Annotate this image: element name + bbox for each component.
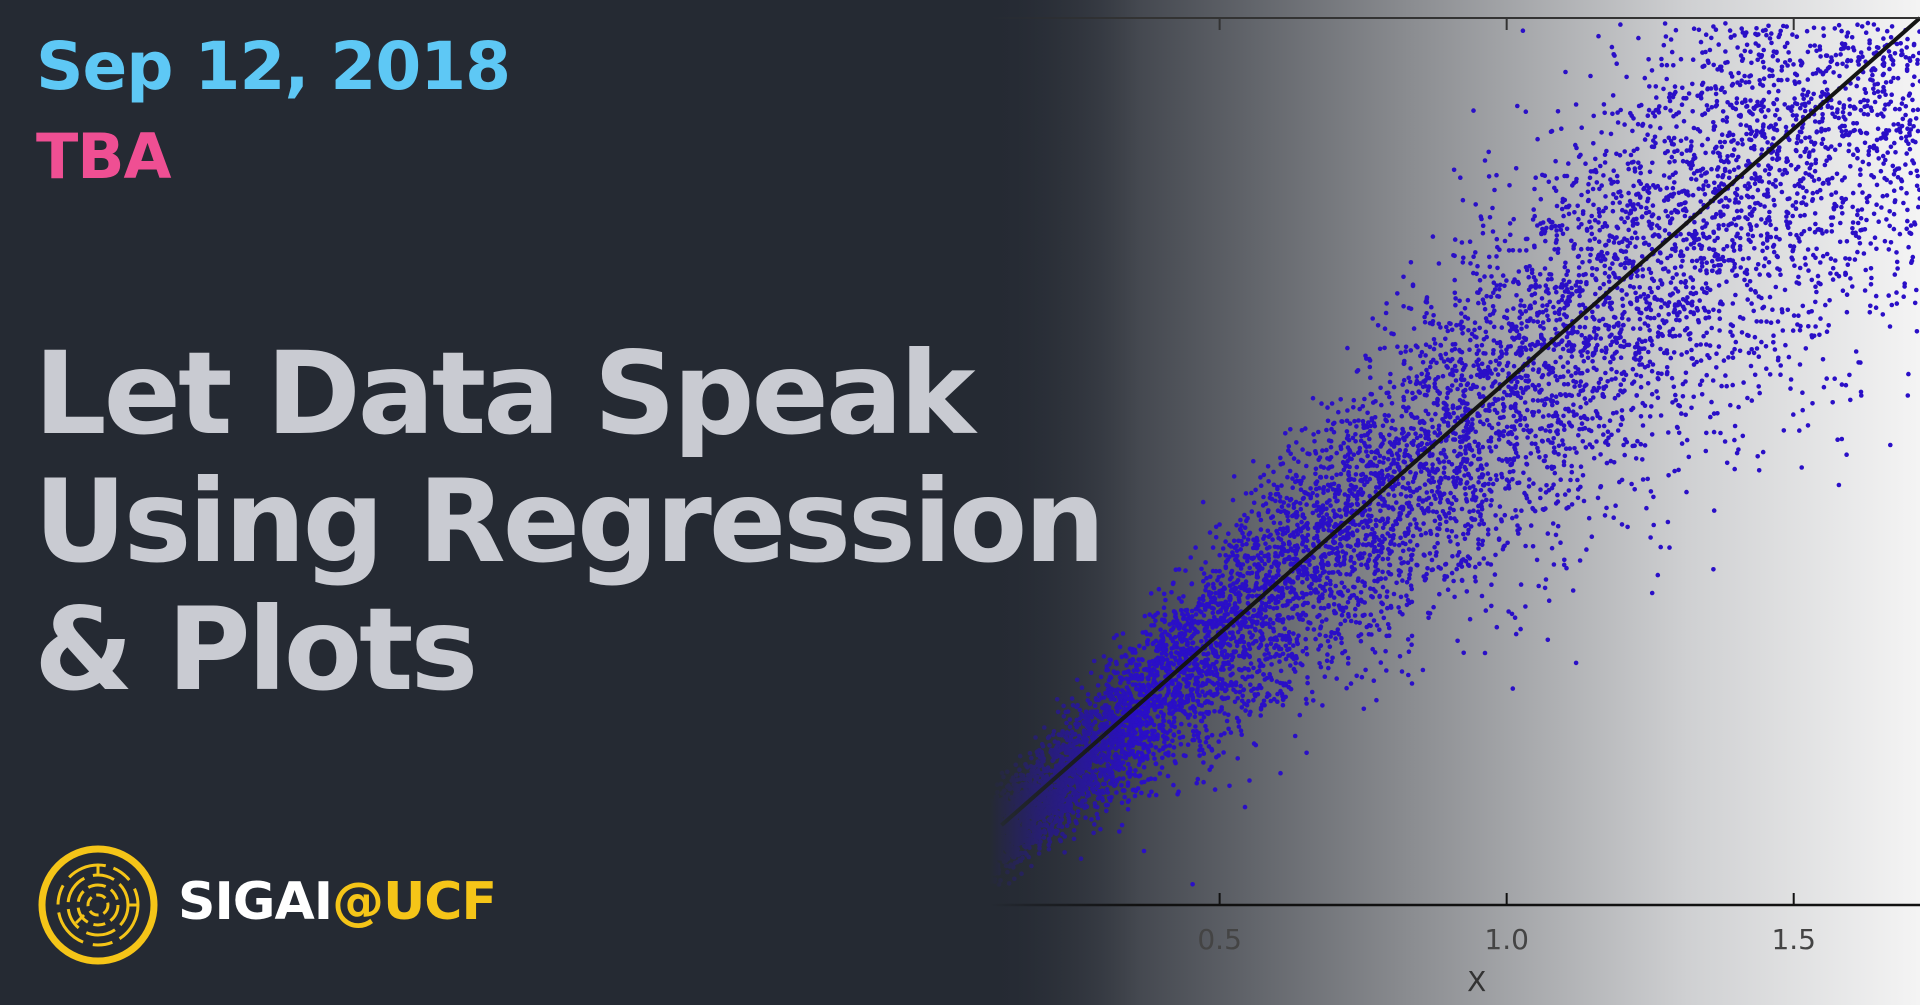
scatter-plot: 0.51.01.5 X <box>990 0 1920 1005</box>
scatter-plot-svg: 0.51.01.5 X <box>990 0 1920 1005</box>
